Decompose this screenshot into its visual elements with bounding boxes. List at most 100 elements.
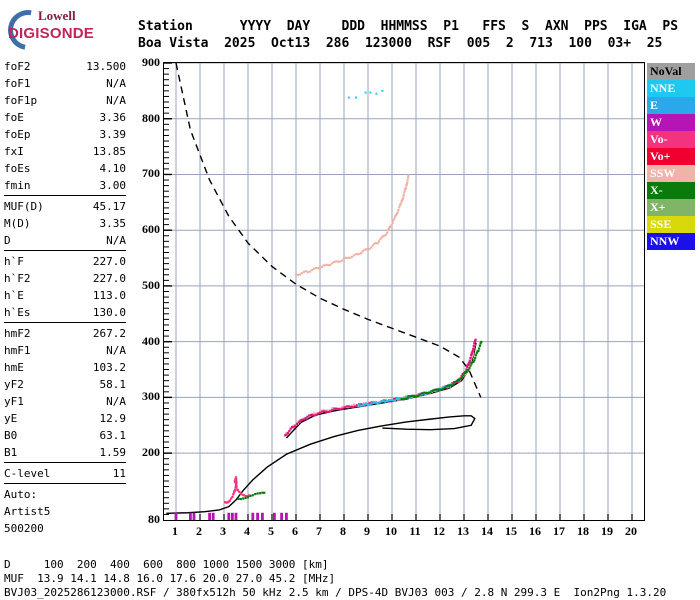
param-value: N/A (106, 94, 126, 107)
y-tick-label: 400 (142, 333, 160, 348)
legend-item-e[interactable]: E (647, 97, 695, 114)
echo-dot (334, 260, 338, 263)
legend-item-sse[interactable]: SSE (647, 216, 695, 233)
echo-dot (327, 410, 330, 414)
param-row-hes: h`Es 130.0 (4, 304, 126, 321)
echo-dot (479, 342, 482, 345)
echo-dot (360, 251, 363, 255)
echo-dot (437, 388, 440, 391)
echo-dot (370, 246, 373, 249)
echo-dot (390, 223, 393, 227)
echo-dot (306, 271, 310, 274)
echo-dot (460, 374, 463, 377)
echo-dot (368, 402, 371, 405)
x-tick-label: 19 (601, 524, 613, 538)
param-row-yf1: yF1 N/A (4, 393, 126, 410)
echo-dot (288, 429, 291, 433)
echo-dot (318, 411, 322, 414)
echo-dot (298, 273, 302, 276)
echo-dot (320, 409, 324, 412)
param-key: hmF2 (4, 327, 31, 340)
param-key: hmF1 (4, 344, 31, 357)
echo-dot (315, 413, 318, 416)
station-header-line2: Boa Vista 2025 Oct13 286 123000 RSF 005 … (138, 36, 663, 51)
param-value: 103.2 (92, 361, 126, 374)
legend-item-nnw[interactable]: NNW (647, 233, 695, 250)
echo-dot (386, 231, 389, 234)
echo-dot (471, 351, 474, 354)
ionogram-plot[interactable] (163, 62, 645, 521)
legend-item-w[interactable]: W (647, 114, 695, 131)
echo-dot (320, 265, 324, 268)
echo-dot (296, 273, 300, 277)
echo-dot (333, 407, 336, 410)
y-tick-label: 500 (142, 277, 160, 292)
param-row-ye: yE 12.9 (4, 410, 126, 427)
y-tick-label: 200 (142, 445, 160, 460)
echo-dot (289, 427, 292, 430)
noise-mark (251, 512, 255, 520)
echo-dot (394, 215, 397, 218)
echo-dot (355, 404, 359, 407)
echo-dot (389, 398, 393, 402)
param-value: 58.1 (99, 378, 127, 391)
echo-dot (371, 244, 374, 247)
echo-dot (431, 390, 434, 393)
direction-legend[interactable]: NoVal NNE E W Vo- Vo+ SSW X- X+ SSE NNW (647, 63, 695, 250)
echo-dot (402, 396, 406, 399)
echo-dot (376, 242, 379, 245)
param-group-divider (4, 322, 126, 323)
echo-dot (468, 361, 471, 364)
echo-dot (234, 486, 237, 489)
echo-dot (471, 354, 474, 358)
legend-item-ssw[interactable]: SSW (647, 165, 695, 182)
echo-dot (402, 196, 405, 199)
param-value: 227.0 (92, 272, 126, 285)
echo-dot (472, 360, 475, 363)
echo-dot (285, 433, 288, 436)
echo-dot (359, 404, 362, 407)
param-value: 3.36 (99, 111, 127, 124)
x-tick-label: 17 (553, 524, 565, 538)
param-row-md: M(D) 3.35 (4, 215, 126, 232)
echo-dot (408, 395, 411, 398)
echo-dot (436, 389, 439, 392)
echo-dot (350, 404, 354, 407)
echo-dot (441, 388, 444, 391)
legend-item-x[interactable]: X+ (647, 199, 695, 216)
x-tick-label: 15 (505, 524, 517, 538)
legend-item-nne[interactable]: NNE (647, 80, 695, 97)
legend-item-vo[interactable]: Vo- (647, 131, 695, 148)
echo-dot (312, 412, 316, 415)
legend-item-vo[interactable]: Vo+ (647, 148, 695, 165)
echo-dot (261, 491, 264, 494)
digisonde-logo: Lowell DIGISONDE (0, 2, 126, 58)
param-key: foEs (4, 162, 31, 175)
echo-dot (310, 269, 314, 272)
echo-dot (347, 96, 350, 99)
echo-dot (383, 234, 386, 237)
legend-item-noval[interactable]: NoVal (647, 63, 695, 80)
echo-dot (406, 181, 409, 184)
legend-item-x[interactable]: X- (647, 182, 695, 199)
station-header: Station YYYY DAY DDD HHMMSS P1 FFS S AXN… (138, 18, 678, 52)
echo-dot (374, 401, 377, 404)
param-key: foF1p (4, 94, 38, 107)
echo-dot (245, 495, 248, 498)
echo-dot (465, 368, 468, 371)
echo-dot (246, 496, 250, 499)
echo-dot (331, 408, 334, 412)
ionogram-canvas (164, 63, 644, 520)
echo-dot (239, 497, 242, 501)
echo-dot (393, 399, 396, 402)
x-axis-labels: 1 2 3 4 5 6 7 8 9 10 11 12 13 14 15 16 17 18 19 20 (163, 524, 645, 542)
x-tick-label: 18 (577, 524, 589, 538)
echo-dot (352, 403, 356, 406)
echo-dot (324, 263, 328, 266)
echo-dot (380, 236, 383, 239)
echo-dot (228, 499, 232, 502)
echo-dot (392, 398, 396, 401)
echo-dot (234, 478, 237, 481)
noise-mark (280, 512, 283, 520)
echo-dot (395, 397, 398, 400)
